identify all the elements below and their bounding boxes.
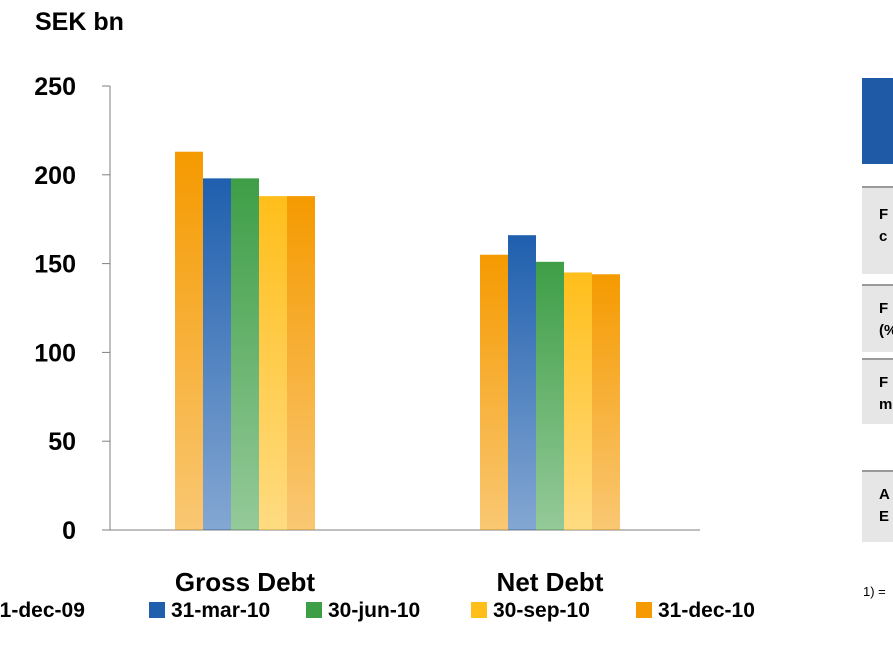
bar-chart: 0 50 100 150 200 250 Gross Debt Net Debt [34, 73, 700, 597]
side-table-divider [862, 186, 893, 188]
y-tick-label: 150 [34, 251, 76, 279]
legend-label: 31-mar-10 [171, 599, 271, 622]
x-tick-label: Net Debt [497, 567, 604, 597]
y-tick-label: 50 [48, 428, 76, 456]
bar-30-jun-10-net-debt [536, 261, 564, 530]
side-table-row: F (% [862, 286, 893, 352]
side-table-cell-text: F [879, 300, 889, 317]
legend-item: 30-jun-10 [306, 596, 420, 626]
side-table-footnote: 1) = [863, 584, 886, 599]
bar-31-mar-10-net-debt [508, 235, 536, 530]
side-table-divider [862, 284, 893, 286]
legend-label: 30-sep-10 [493, 599, 590, 622]
bar-31-mar-10-gross-debt [203, 178, 231, 531]
y-tick-label: 100 [34, 339, 76, 367]
side-table-cell-text: A [879, 486, 890, 503]
side-table-cell-text: F [879, 374, 889, 391]
side-table-cell-text: (% [879, 322, 893, 339]
y-tick-label: 0 [62, 517, 76, 545]
x-tick-labels: Gross Debt Net Debt [175, 567, 604, 597]
side-table-header [862, 78, 893, 164]
y-tick-labels: 0 50 100 150 200 250 [34, 73, 76, 545]
legend-label: 31-dec-10 [658, 599, 755, 622]
bar-31-dec-10-net-debt [592, 274, 620, 530]
legend-swatch [636, 602, 652, 618]
bar-30-sep-10-gross-debt [259, 196, 287, 530]
side-table-cell-text: E [879, 508, 890, 525]
bar-31-dec-09-net-debt [480, 254, 508, 530]
legend-swatch [149, 602, 165, 618]
legend-swatch [306, 602, 322, 618]
side-table-cell-text: c [879, 228, 888, 245]
bar-31-dec-10-gross-debt [287, 196, 315, 530]
y-unit-label: SEK bn [35, 8, 124, 36]
bar-30-sep-10-net-debt [564, 272, 592, 530]
legend-label: 30-jun-10 [328, 599, 421, 622]
legend-swatch [471, 602, 487, 618]
side-table-divider [862, 358, 893, 360]
legend-item: 30-sep-10 [471, 596, 590, 626]
side-table-cell-text: F [879, 206, 889, 223]
legend-item: 31-dec-10 [636, 596, 755, 626]
legend-item: 31-dec-09 [0, 596, 85, 626]
side-table-cell-text: m [879, 396, 893, 413]
x-tick-label: Gross Debt [175, 567, 315, 597]
bar-31-dec-09-gross-debt [175, 151, 203, 530]
y-tick-label: 250 [34, 73, 76, 101]
chart-legend: 31-dec-09 31-mar-10 30-jun-10 30-sep-10 31-d… [0, 596, 893, 626]
chart-bars [175, 151, 620, 531]
legend-label: 31-dec-09 [0, 599, 85, 622]
y-tick-label: 200 [34, 162, 76, 190]
side-table-divider [862, 470, 893, 472]
legend-item: 31-mar-10 [149, 596, 270, 626]
bar-30-jun-10-gross-debt [231, 178, 259, 531]
